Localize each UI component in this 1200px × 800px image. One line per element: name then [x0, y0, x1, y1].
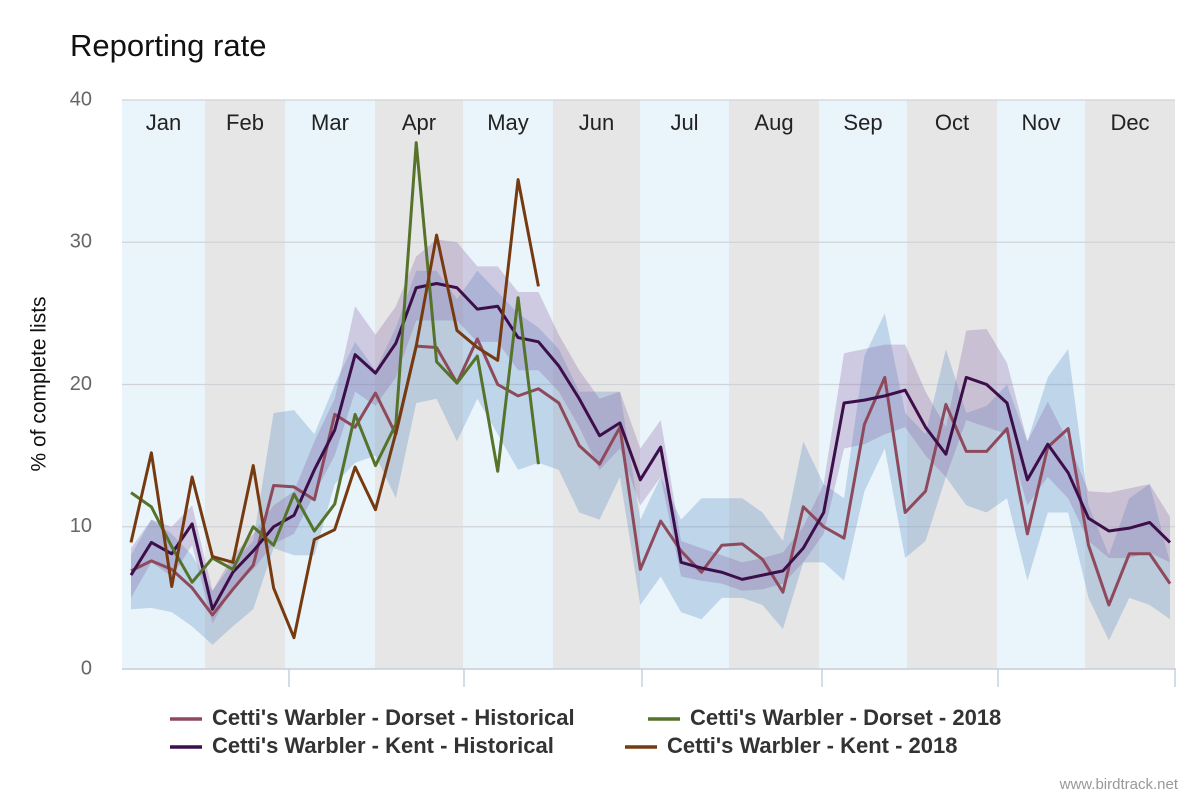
month-label: Mar — [311, 110, 349, 135]
y-tick-label: 40 — [70, 88, 92, 110]
legend: Cetti's Warbler - Dorset - Historical Cet… — [170, 705, 1001, 758]
series-line — [129, 178, 540, 640]
chart-title: Reporting rate — [70, 28, 266, 63]
month-label: Jan — [146, 110, 181, 135]
legend-label: Cetti's Warbler - Kent - Historical — [212, 733, 554, 758]
legend-label: Cetti's Warbler - Dorset - 2018 — [690, 705, 1001, 730]
month-label: Aug — [754, 110, 793, 135]
month-label: Sep — [843, 110, 882, 135]
month-label: Apr — [402, 110, 436, 135]
series-line — [129, 282, 1172, 611]
lines — [129, 141, 1172, 640]
month-label: Jun — [579, 110, 614, 135]
month-label: Oct — [935, 110, 969, 135]
month-label: May — [487, 110, 529, 135]
month-label: Dec — [1110, 110, 1149, 135]
month-label: Nov — [1021, 110, 1060, 135]
series-line — [130, 141, 540, 584]
y-tick-label: 10 — [70, 515, 92, 537]
y-axis-label: % of complete lists — [28, 296, 51, 471]
y-tick-label: 20 — [70, 373, 92, 395]
y-tick-label: 30 — [70, 231, 92, 253]
x-axis — [122, 668, 1176, 687]
y-tick-label: 0 — [81, 657, 92, 679]
range-band — [131, 270, 1170, 645]
range-band — [131, 239, 1170, 624]
month-label: Jul — [670, 110, 698, 135]
bands — [131, 239, 1170, 645]
month-label: Feb — [226, 110, 264, 135]
legend-label: Cetti's Warbler - Kent - 2018 — [667, 733, 958, 758]
legend-label: Cetti's Warbler - Dorset - Historical — [212, 705, 575, 730]
credit: www.birdtrack.net — [1059, 776, 1179, 793]
